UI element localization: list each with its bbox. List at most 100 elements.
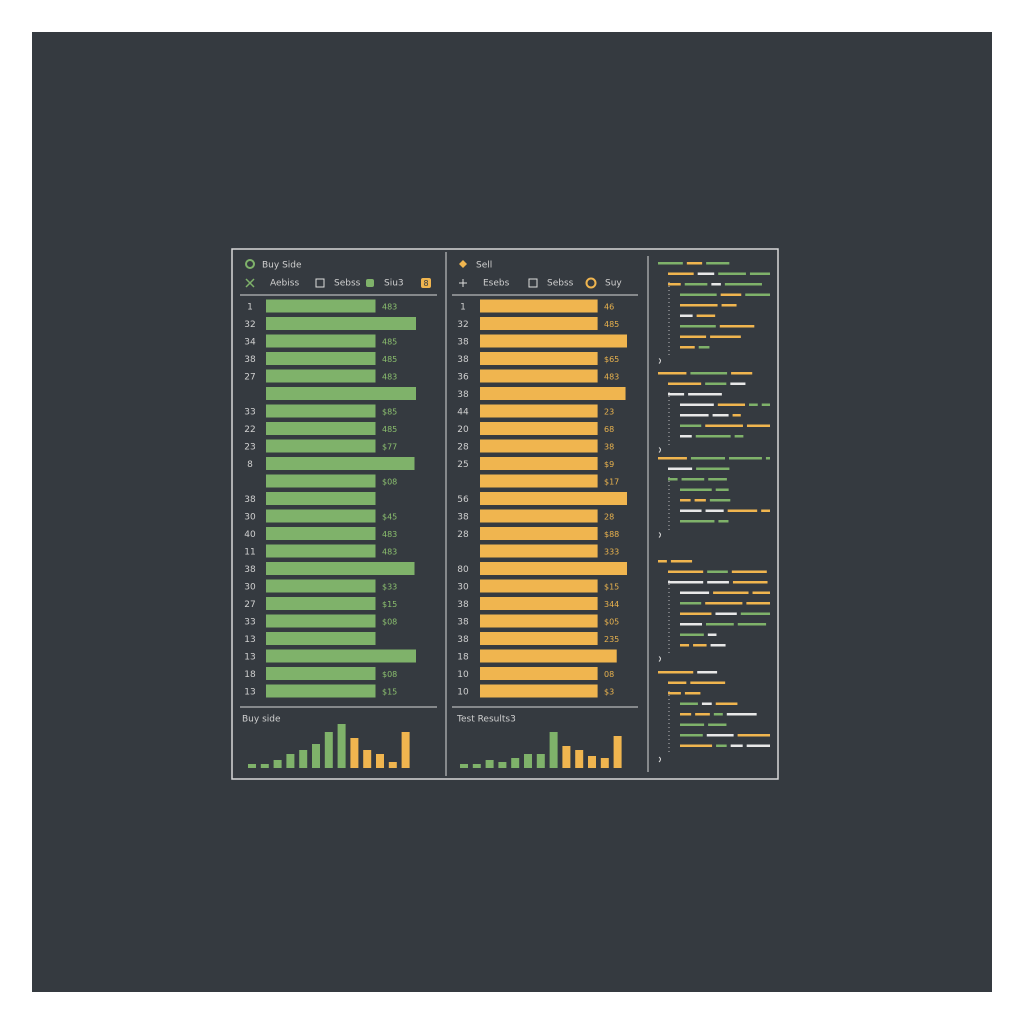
code-token xyxy=(715,612,737,615)
row-number: 8 xyxy=(247,460,253,470)
code-token xyxy=(707,633,717,636)
code-token xyxy=(707,581,729,584)
code-token xyxy=(737,623,767,626)
code-token xyxy=(668,467,693,470)
row-number: 1 xyxy=(247,303,253,313)
row-number: 23 xyxy=(244,443,255,453)
code-token xyxy=(718,272,746,275)
code-token xyxy=(698,346,710,349)
row-value: $33 xyxy=(382,583,397,592)
code-token xyxy=(701,702,712,705)
column-header: Sebss xyxy=(547,279,574,289)
depth-bar xyxy=(480,632,598,645)
sell-title: Sell xyxy=(476,261,492,271)
row-value: $85 xyxy=(382,408,397,417)
code-token xyxy=(694,499,706,502)
depth-bar xyxy=(266,404,376,418)
histogram-bar xyxy=(388,762,397,768)
code-token xyxy=(668,581,704,584)
code-token xyxy=(746,744,770,747)
code-token xyxy=(680,623,703,626)
code-token xyxy=(749,403,758,406)
code-token xyxy=(668,692,681,695)
row-number: 20 xyxy=(457,425,469,435)
histogram-bar xyxy=(472,764,481,768)
code-token xyxy=(668,570,704,573)
code-token xyxy=(680,293,717,296)
code-token xyxy=(726,713,757,716)
row-number: 56 xyxy=(457,495,469,505)
row-value: 483 xyxy=(382,548,397,557)
code-token xyxy=(706,734,734,737)
badge-text: 8 xyxy=(423,279,428,288)
code-token xyxy=(697,671,718,674)
code-token xyxy=(734,435,744,438)
column-icon xyxy=(366,279,374,287)
code-token xyxy=(705,602,743,605)
code-token xyxy=(680,591,710,594)
row-number: 34 xyxy=(244,338,256,348)
column-icon xyxy=(528,278,538,288)
row-number: 1 xyxy=(460,303,466,313)
depth-bar xyxy=(480,474,598,488)
code-token xyxy=(680,346,695,349)
row-number: 33 xyxy=(244,408,255,418)
row-number: 38 xyxy=(457,513,469,523)
row-number: 38 xyxy=(457,338,469,348)
histogram-bar xyxy=(286,754,295,768)
code-token xyxy=(709,499,731,502)
code-token xyxy=(715,488,729,491)
column-icon xyxy=(315,278,325,288)
histogram-bar xyxy=(524,754,532,768)
depth-bar xyxy=(480,404,598,418)
row-number: 28 xyxy=(457,443,469,453)
code-token xyxy=(684,692,701,695)
code-token xyxy=(680,414,709,417)
row-number: 25 xyxy=(457,460,468,470)
code-token xyxy=(680,304,718,307)
histogram-bar xyxy=(324,732,333,768)
code-token xyxy=(680,335,707,338)
histogram-bar xyxy=(260,764,269,768)
row-number: 38 xyxy=(457,635,469,645)
code-token xyxy=(668,478,678,481)
code-token xyxy=(707,570,728,573)
code-panel xyxy=(658,262,770,763)
code-token xyxy=(680,612,712,615)
row-value: 344 xyxy=(604,600,619,609)
code-token xyxy=(680,435,692,438)
depth-bar xyxy=(266,597,376,610)
row-value: $3 xyxy=(604,688,614,697)
code-token xyxy=(680,314,693,317)
depth-bar xyxy=(480,352,598,365)
code-token xyxy=(658,262,683,265)
depth-bar xyxy=(480,422,598,435)
row-number: 13 xyxy=(244,635,255,645)
code-token xyxy=(711,283,721,286)
code-token xyxy=(705,424,743,427)
code-token xyxy=(713,591,749,594)
code-token xyxy=(730,744,743,747)
code-token xyxy=(668,272,694,275)
code-token xyxy=(658,457,687,460)
code-token xyxy=(658,671,694,674)
row-number: 38 xyxy=(457,390,469,400)
row-number: 38 xyxy=(244,495,256,505)
footer-title: Buy side xyxy=(242,715,281,725)
close-icon[interactable] xyxy=(245,278,255,288)
row-value: 38 xyxy=(604,443,614,452)
histogram-bar xyxy=(460,764,468,768)
depth-bar xyxy=(480,684,598,698)
code-token xyxy=(717,403,746,406)
row-value: 483 xyxy=(382,530,397,539)
depth-bar xyxy=(266,334,376,348)
add-icon[interactable] xyxy=(459,279,467,287)
row-number: 36 xyxy=(457,373,469,383)
code-token xyxy=(706,623,734,626)
code-token xyxy=(716,744,727,747)
depth-bar xyxy=(480,544,598,558)
code-token xyxy=(680,713,692,716)
row-value: 485 xyxy=(382,338,397,347)
depth-bar xyxy=(266,684,376,698)
